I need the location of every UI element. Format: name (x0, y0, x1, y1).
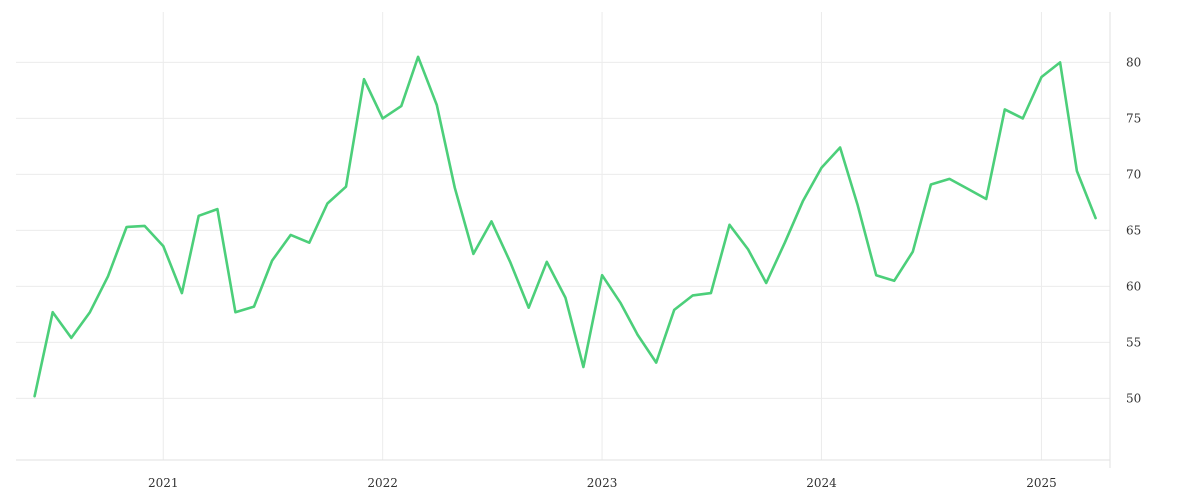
x-tick-label: 2025 (1026, 476, 1057, 490)
series (33, 55, 1097, 398)
axes (16, 12, 1111, 468)
x-tick-label: 2024 (806, 476, 837, 490)
x-tick-labels: 2021 2022 2023 2024 2025 (148, 476, 1057, 490)
y-tick-label: 65 (1126, 223, 1141, 237)
x-tick-label: 2022 (367, 476, 398, 490)
y-tick-labels: 50 55 60 65 70 75 80 (1126, 55, 1141, 405)
y-tick-label: 70 (1126, 167, 1141, 181)
y-tick-label: 80 (1126, 55, 1141, 69)
y-tick-label: 50 (1126, 391, 1141, 405)
series-line (33, 55, 1097, 398)
x-tick-label: 2023 (587, 476, 618, 490)
y-tick-label: 60 (1126, 279, 1141, 293)
y-tick-label: 75 (1126, 111, 1141, 125)
x-tick-label: 2021 (148, 476, 179, 490)
y-tick-label: 55 (1126, 335, 1141, 349)
grid (16, 12, 1110, 460)
